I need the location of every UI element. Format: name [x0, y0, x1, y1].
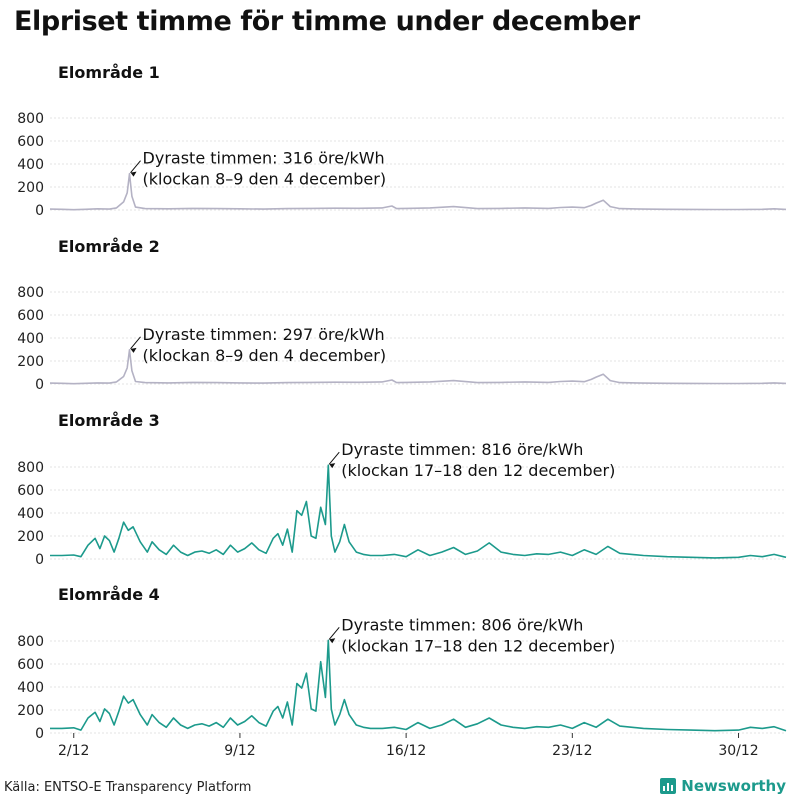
elomrade-2-series-line: [49, 349, 787, 385]
brand: Newsworthy: [660, 777, 786, 795]
elomrade-2-ytick-label: 800: [17, 285, 44, 301]
elomrade-1-annotation-line2: (klockan 8–9 den 4 december): [143, 170, 387, 189]
elomrade-4-ytick-label: 200: [17, 703, 44, 719]
page-title: Elpriset timme för timme under december: [14, 6, 640, 37]
elomrade-4-annotation-line1: Dyraste timmen: 806 öre/kWh: [341, 615, 583, 634]
elomrade-3-title: Elområde 3: [58, 411, 160, 430]
elomrade-3-annotation-line2: (klockan 17–18 den 12 december): [341, 461, 615, 480]
elomrade-2-ytick-label: 200: [17, 354, 44, 370]
x-tick-label: 16/12: [386, 743, 426, 759]
elomrade-1-annotation-line1: Dyraste timmen: 316 öre/kWh: [143, 149, 385, 168]
elomrade-3-ytick-label: 200: [17, 529, 44, 545]
elomrade-1-ytick-label: 400: [17, 157, 44, 173]
elomrade-3-series-line: [50, 464, 787, 559]
elomrade-1-annotation-arrow: [130, 160, 141, 173]
elomrade-3-ytick-label: 600: [17, 483, 44, 499]
elomrade-1-series-line: [49, 172, 787, 211]
elomrade-4-annotation-arrowhead: [329, 638, 336, 644]
elomrade-1-ytick-label: 0: [35, 203, 44, 219]
elomrade-2-annotation-arrow: [130, 336, 141, 350]
elomrade-3-annotation-arrow: [328, 451, 340, 465]
elomrade-4-ytick-label: 0: [35, 726, 44, 742]
elomrade-4-series-line: [50, 639, 787, 732]
elomrade-3-ytick-label: 800: [17, 460, 44, 476]
elomrade-2-title: Elområde 2: [58, 237, 160, 256]
brand-name: Newsworthy: [681, 777, 786, 795]
elomrade-4-annotation-line2: (klockan 17–18 den 12 december): [341, 636, 615, 655]
elomrade-3-annotation-line1: Dyraste timmen: 816 öre/kWh: [341, 440, 583, 459]
elomrade-2-ytick-label: 600: [17, 308, 44, 324]
elomrade-2-ytick-label: 400: [17, 331, 44, 347]
elomrade-1-ytick-label: 200: [17, 180, 44, 196]
elomrade-2-annotation-line1: Dyraste timmen: 297 öre/kWh: [143, 325, 385, 344]
elomrade-2-ytick-label: 0: [35, 377, 44, 393]
newsworthy-logo-icon: [660, 778, 677, 794]
elomrade-4-title: Elområde 4: [58, 585, 160, 604]
elomrade-4-annotation-arrow: [328, 626, 340, 640]
elomrade-3-ytick-label: 400: [17, 506, 44, 522]
x-tick-label: 23/12: [552, 743, 592, 759]
elomrade-1-ytick-label: 600: [17, 134, 44, 150]
elomrade-4-ytick-label: 600: [17, 657, 44, 673]
x-tick-label: 30/12: [718, 743, 758, 759]
x-tick-label: 2/12: [58, 743, 89, 759]
elomrade-4-ytick-label: 800: [17, 634, 44, 650]
elomrade-3-ytick-label: 0: [35, 552, 44, 568]
x-tick-label: 9/12: [224, 743, 255, 759]
elomrade-1-title: Elområde 1: [58, 63, 160, 82]
elomrade-2-annotation-arrowhead: [130, 347, 137, 353]
elomrade-2-annotation-line2: (klockan 8–9 den 4 december): [143, 346, 387, 365]
elomrade-3-annotation-arrowhead: [329, 463, 336, 469]
elomrade-1-annotation-arrowhead: [130, 171, 137, 177]
elomrade-1-ytick-label: 800: [17, 111, 44, 127]
source-text: Källa: ENTSO-E Transparency Platform: [4, 780, 252, 795]
elomrade-4-ytick-label: 400: [17, 680, 44, 696]
